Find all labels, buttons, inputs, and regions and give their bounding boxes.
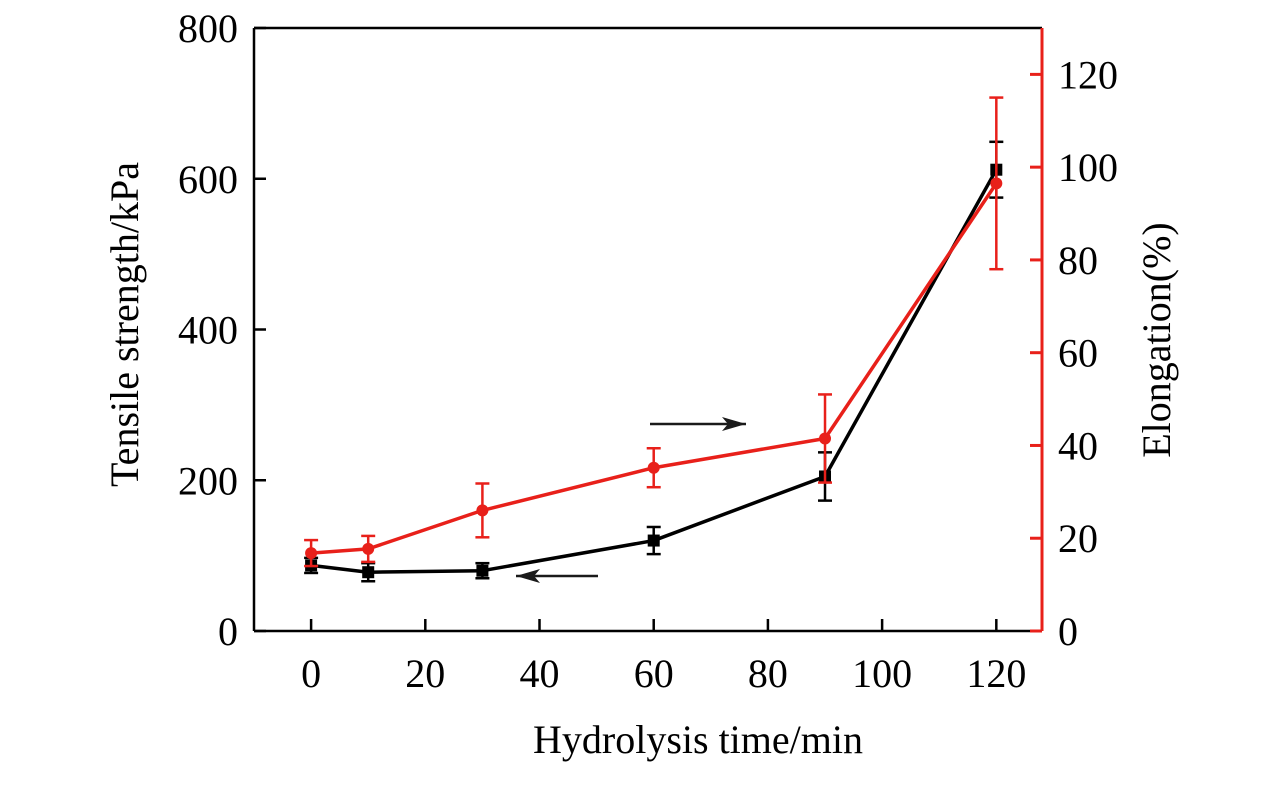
y2-tick-label: 80 (1058, 238, 1098, 283)
y2-tick-label: 40 (1058, 423, 1098, 468)
axes-layer: 0 20 40 60 80 100 120 0 200 400 600 800 0 20 40 60 80 100… (178, 6, 1118, 696)
tensile-point (362, 566, 375, 579)
y2-tick-label: 20 (1058, 516, 1098, 561)
x-tick-label: 40 (520, 651, 560, 696)
y-tick-label: 400 (178, 308, 238, 353)
y-tick-label: 0 (218, 609, 238, 654)
elongation-point (362, 542, 375, 555)
x-tick-label: 0 (301, 651, 321, 696)
x-tick-label: 120 (966, 651, 1026, 696)
tensile-point (476, 564, 489, 577)
y2-tick-label: 100 (1058, 145, 1118, 190)
elongation-point (305, 547, 318, 560)
y2-axis-title: Elongation(%) (1134, 222, 1179, 458)
elongation-point (819, 432, 832, 445)
elongation-line (310, 182, 998, 555)
series-layer (304, 96, 1004, 583)
x-tick-label: 60 (634, 651, 674, 696)
arrow-left-head (516, 569, 540, 583)
tensile-line (310, 168, 998, 574)
y2-tick-label: 0 (1058, 609, 1078, 654)
y2-tick-label: 120 (1058, 52, 1118, 97)
y-axis-title: Tensile strength/kPa (102, 162, 147, 487)
y-tick-label: 800 (178, 6, 238, 51)
x-tick-label: 80 (748, 651, 788, 696)
x-axis-title: Hydrolysis time/min (533, 717, 863, 762)
tensile-point (647, 534, 660, 547)
elongation-point (476, 504, 489, 517)
x-tick-label: 100 (852, 651, 912, 696)
y-tick-label: 200 (178, 458, 238, 503)
elongation-point (647, 461, 660, 474)
y-tick-label: 600 (178, 157, 238, 202)
arrow-right-head (722, 417, 746, 431)
x-tick-label: 20 (405, 651, 445, 696)
elongation-point (990, 177, 1003, 190)
y2-tick-label: 60 (1058, 331, 1098, 376)
